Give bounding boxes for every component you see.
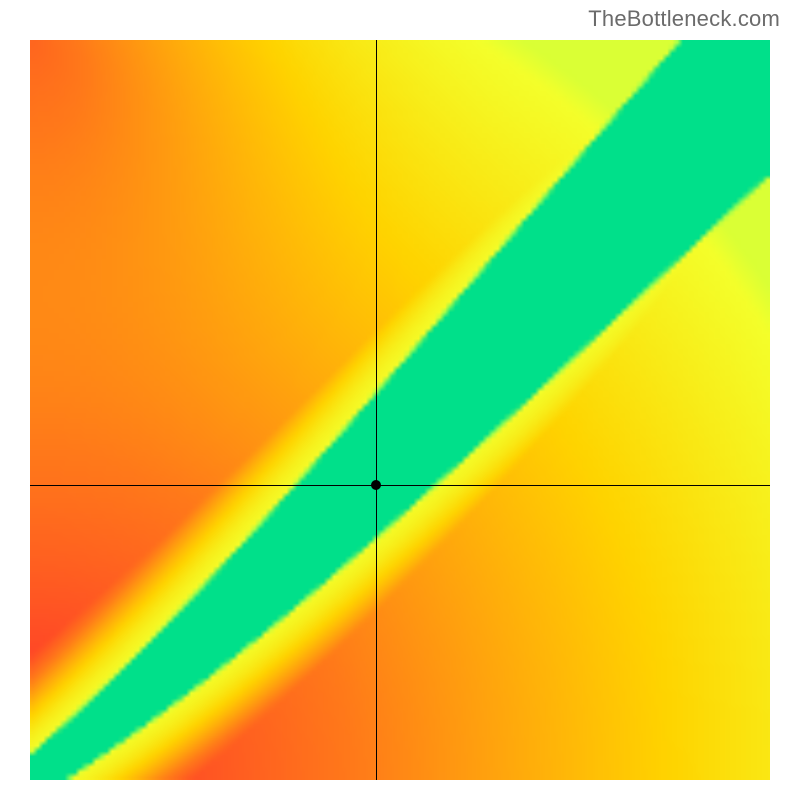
plot-area bbox=[30, 40, 770, 780]
watermark-text: TheBottleneck.com bbox=[588, 6, 780, 32]
heatmap-canvas bbox=[30, 40, 770, 780]
crosshair-vertical bbox=[376, 40, 377, 780]
crosshair-horizontal bbox=[30, 485, 770, 486]
chart-container: TheBottleneck.com bbox=[0, 0, 800, 800]
